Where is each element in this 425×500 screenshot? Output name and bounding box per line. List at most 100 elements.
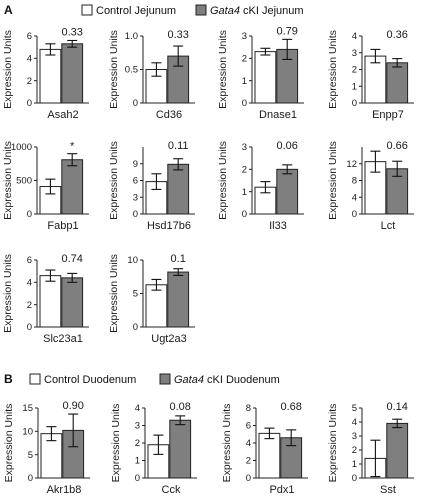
y-tick-label-slc23a1: 2 (27, 300, 32, 311)
y-tick-label-lct: 4 (352, 192, 357, 203)
p-value-ugt2a3: 0.1 (171, 253, 186, 265)
legend-b-ko-rest: cKI Duodenum (204, 374, 280, 386)
legend-b-ko-label: Gata4 cKI Duodenum (174, 374, 280, 386)
bar-asah2-control (39, 48, 62, 104)
y-tick-label-pdx1: 0 (246, 473, 251, 484)
y-axis-label-sst: Expression Units (327, 404, 339, 483)
gene-label-cck: Cck (162, 484, 181, 496)
y-axis-label-slc23a1: Expression Units (2, 254, 14, 333)
y-axis-label-dnase1: Expression Units (217, 30, 229, 109)
bar-dnase1-control (254, 51, 277, 104)
gene-label-slc23a1: Slc23a1 (43, 333, 83, 345)
y-tick-label-asah2: 4 (27, 54, 32, 65)
y-tick-label-il33: 3 (242, 142, 247, 153)
legend-b-ko-swatch (159, 373, 171, 385)
legend-a-ko-rest: cKI Jejunum (240, 5, 304, 17)
y-tick-label-il33: 0 (242, 209, 247, 220)
y-axis-label-pdx1: Expression Units (221, 404, 233, 483)
y-tick-label-fabp1: 500 (16, 176, 32, 187)
p-value-sst: 0.14 (386, 401, 407, 413)
p-value-enpp7: 0.36 (386, 29, 407, 41)
panel-b-letter: B (4, 372, 13, 386)
bar-il33-cki (276, 168, 299, 215)
bar-sst-cki (386, 422, 409, 479)
gene-label-ugt2a3: Ugt2a3 (151, 333, 186, 345)
gene-label-enpp7: Enpp7 (372, 109, 404, 121)
y-tick-label-hsd17b6: 3 (133, 192, 138, 203)
y-tick-label-cck: 2 (135, 438, 140, 449)
y-tick-label-pdx1: 6 (246, 421, 251, 432)
legend-a-ko-label: Gata4 cKI Jejunum (210, 5, 304, 17)
bar-enpp7-cki (386, 62, 409, 104)
legend-a-control-label: Control Jejunum (96, 5, 176, 17)
y-tick-label-enpp7: 4 (352, 31, 357, 42)
y-tick-label-lct: 12 (346, 159, 357, 170)
y-tick-label-ugt2a3: 5 (133, 289, 138, 300)
y-tick-label-asah2: 6 (27, 31, 32, 42)
gene-label-pdx1: Pdx1 (269, 484, 294, 496)
y-tick-label-dnase1: 1 (242, 76, 247, 87)
y-tick-label-enpp7: 0 (352, 98, 357, 109)
y-tick-label-cd36: 1.0 (125, 31, 138, 42)
y-tick-label-slc23a1: 0 (27, 322, 32, 333)
y-tick-label-enpp7: 2 (352, 65, 357, 76)
gene-label-il33: Il33 (269, 220, 287, 232)
gene-label-sst: Sst (380, 484, 396, 496)
y-tick-label-hsd17b6: 9 (133, 159, 138, 170)
y-tick-label-asah2: 0 (27, 98, 32, 109)
y-tick-label-cck: 1 (135, 456, 140, 467)
panel-a-letter: A (4, 3, 13, 17)
gene-label-cd36: Cd36 (156, 109, 182, 121)
y-axis-label-il33: Expression Units (217, 141, 229, 220)
y-tick-label-slc23a1: 6 (27, 255, 32, 266)
bar-pdx1-control (258, 432, 281, 479)
y-tick-label-sst: 0 (352, 473, 357, 484)
p-value-il33: 0.06 (276, 140, 297, 152)
p-value-asah2: 0.33 (61, 26, 82, 38)
legend-a-control-swatch (81, 4, 93, 16)
p-value-lct: 0.66 (386, 140, 407, 152)
y-tick-label-ugt2a3: 0 (133, 322, 138, 333)
y-axis-label-cck: Expression Units (110, 404, 122, 483)
y-tick-label-hsd17b6: 6 (133, 176, 138, 187)
legend-b-ko-gene: Gata4 (174, 374, 204, 386)
bar-asah2-cki (61, 43, 84, 104)
bar-cck-cki (169, 419, 192, 479)
y-axis-label-cd36: Expression Units (108, 30, 120, 109)
legend-b-control-label: Control Duodenum (44, 374, 136, 386)
bar-slc23a1-control (39, 275, 62, 328)
y-tick-label-hsd17b6: 0 (133, 209, 138, 220)
p-value-pdx1: 0.68 (280, 401, 301, 413)
y-tick-label-lct: 0 (352, 209, 357, 220)
p-value-dnase1: 0.79 (276, 25, 297, 37)
y-axis-label-enpp7: Expression Units (327, 30, 339, 109)
y-tick-label-cck: 4 (135, 403, 140, 414)
y-axis-label-akr1b8: Expression Units (3, 404, 15, 483)
y-tick-label-cd36: 0 (133, 98, 138, 109)
y-tick-label-lct: 8 (352, 176, 357, 187)
y-tick-label-sst: 2 (352, 445, 357, 456)
y-tick-label-akr1b8: 0 (28, 473, 33, 484)
bar-fabp1-cki (61, 159, 84, 215)
y-axis-label-asah2: Expression Units (2, 30, 14, 109)
y-tick-label-cd36: 0.5 (125, 65, 138, 76)
legend-a-ko-swatch (195, 4, 207, 16)
y-axis-label-hsd17b6: Expression Units (108, 141, 120, 220)
y-tick-label-il33: 2 (242, 165, 247, 176)
y-tick-label-cck: 0 (135, 473, 140, 484)
y-tick-label-slc23a1: 4 (27, 278, 32, 289)
gene-label-fabp1: Fabp1 (47, 220, 78, 232)
gene-label-akr1b8: Akr1b8 (47, 484, 82, 496)
y-tick-label-dnase1: 3 (242, 31, 247, 42)
p-value-fabp1: * (70, 141, 75, 153)
y-tick-label-dnase1: 0 (242, 98, 247, 109)
y-tick-label-asah2: 2 (27, 76, 32, 87)
p-value-slc23a1: 0.74 (61, 253, 82, 265)
y-tick-label-fabp1: 0 (27, 209, 32, 220)
p-value-hsd17b6: 0.11 (168, 140, 189, 152)
y-tick-label-sst: 3 (352, 431, 357, 442)
y-tick-label-sst: 4 (352, 417, 357, 428)
y-tick-label-akr1b8: 15 (22, 403, 33, 414)
y-tick-label-pdx1: 4 (246, 438, 251, 449)
